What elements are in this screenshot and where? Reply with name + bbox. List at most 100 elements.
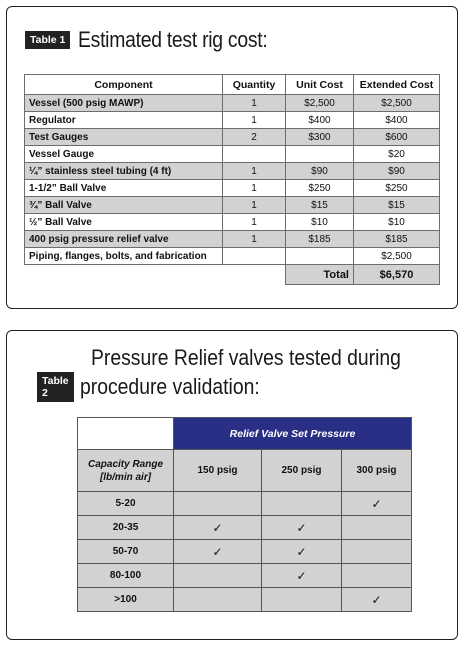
table-row: 400 psig pressure relief valve 1 $185 $1… <box>24 230 440 248</box>
unit-cost-cell: $250 <box>285 179 354 197</box>
pressure-header: 150 psig <box>173 449 262 492</box>
check-icon: ✓ <box>261 563 342 588</box>
unit-cost-cell: $300 <box>285 128 354 146</box>
unit-cost-cell: $2,500 <box>285 94 354 112</box>
quantity-cell: 1 <box>222 196 286 214</box>
quantity-cell: 1 <box>222 213 286 231</box>
component-cell: Vessel (500 psig MAWP) <box>24 94 223 112</box>
total-label: Total <box>285 264 354 285</box>
table1-title: Estimated test rig cost: <box>78 27 268 52</box>
table1-caption: Table 1 Estimated test rig cost: <box>25 27 294 53</box>
component-cell: Test Gauges <box>24 128 223 146</box>
quantity-cell: 1 <box>222 179 286 197</box>
empty-cell <box>261 587 342 612</box>
component-cell: ¾” Ball Valve <box>24 196 223 214</box>
cost-table-header: Component Quantity Unit Cost Extended Co… <box>24 74 440 95</box>
table2-title-line2: procedure validation: <box>79 374 260 399</box>
quantity-cell: 2 <box>222 128 286 146</box>
check-icon: ✓ <box>261 515 342 540</box>
component-cell: ½” Ball Valve <box>24 213 223 231</box>
extended-cost-cell: $250 <box>353 179 440 197</box>
cost-table: Component Quantity Unit Cost Extended Co… <box>24 74 440 285</box>
component-cell: Vessel Gauge <box>24 145 223 163</box>
banner-row: Relief Valve Set Pressure <box>77 417 412 450</box>
capacity-header-line1: Capacity Range <box>87 458 164 470</box>
header-component: Component <box>24 74 223 95</box>
component-cell: ¼” stainless steel tubing (4 ft) <box>24 162 223 180</box>
quantity-cell <box>222 145 286 163</box>
total-value: $6,570 <box>353 264 440 285</box>
header-extended-cost: Extended Cost <box>353 74 440 95</box>
unit-cost-cell: $400 <box>285 111 354 129</box>
unit-cost-cell <box>285 247 354 265</box>
empty-cell <box>341 563 412 588</box>
table-row: ¼” stainless steel tubing (4 ft) 1 $90 $… <box>24 162 440 180</box>
extended-cost-cell: $2,500 <box>353 247 440 265</box>
table2-tag: Table 2 <box>37 372 74 402</box>
blank-cell <box>25 265 223 285</box>
table2-title-line1: Pressure Relief valves tested during <box>91 345 401 370</box>
check-icon: ✓ <box>261 539 342 564</box>
unit-cost-cell: $10 <box>285 213 354 231</box>
quantity-cell: 1 <box>222 111 286 129</box>
table-row: 20-35 ✓ ✓ <box>77 515 412 540</box>
component-cell: Piping, flanges, bolts, and fabrication <box>24 247 223 265</box>
empty-cell <box>173 587 262 612</box>
check-icon: ✓ <box>173 515 262 540</box>
relief-table-body: 5-20 ✓ 20-35 ✓ ✓ 50-70 ✓ ✓ 80-100 ✓ >100 ✓ <box>77 491 412 612</box>
quantity-cell: 1 <box>222 162 286 180</box>
header-quantity: Quantity <box>222 74 286 95</box>
table1-tag: Table 1 <box>25 31 71 49</box>
extended-cost-cell: $20 <box>353 145 440 163</box>
corner-cell <box>77 417 174 450</box>
extended-cost-cell: $400 <box>353 111 440 129</box>
table2-title-row: Table 2 procedure validation: <box>37 372 284 402</box>
table-row: 1-1/2” Ball Valve 1 $250 $250 <box>24 179 440 197</box>
table-row: 80-100 ✓ <box>77 563 412 588</box>
table-row: ½” Ball Valve 1 $10 $10 <box>24 213 440 231</box>
capacity-range-cell: 5-20 <box>77 491 174 516</box>
unit-cost-cell: $15 <box>285 196 354 214</box>
table-row: 5-20 ✓ <box>77 491 412 516</box>
pressure-header: 250 psig <box>261 449 342 492</box>
table-row: Piping, flanges, bolts, and fabrication … <box>24 247 440 265</box>
capacity-range-cell: >100 <box>77 587 174 612</box>
extended-cost-cell: $600 <box>353 128 440 146</box>
quantity-cell: 1 <box>222 94 286 112</box>
blank-cell <box>223 265 286 285</box>
extended-cost-cell: $10 <box>353 213 440 231</box>
empty-cell <box>341 539 412 564</box>
total-row: Total $6,570 <box>25 264 440 285</box>
table-row: ¾” Ball Valve 1 $15 $15 <box>24 196 440 214</box>
extended-cost-cell: $2,500 <box>353 94 440 112</box>
table-row: 50-70 ✓ ✓ <box>77 539 412 564</box>
pressure-header: 300 psig <box>341 449 412 492</box>
capacity-header-line2: [lb/min air] <box>99 471 152 483</box>
check-icon: ✓ <box>341 587 412 612</box>
unit-cost-cell: $90 <box>285 162 354 180</box>
relief-valve-table: Relief Valve Set Pressure Capacity Range… <box>77 417 412 612</box>
extended-cost-cell: $15 <box>353 196 440 214</box>
component-cell: 400 psig pressure relief valve <box>24 230 223 248</box>
component-cell: Regulator <box>24 111 223 129</box>
extended-cost-cell: $90 <box>353 162 440 180</box>
quantity-cell: 1 <box>222 230 286 248</box>
table-row: Regulator 1 $400 $400 <box>24 111 440 129</box>
header-unit-cost: Unit Cost <box>285 74 354 95</box>
empty-cell <box>341 515 412 540</box>
pressure-header-row: Capacity Range [lb/min air] 150 psig 250… <box>77 449 412 492</box>
table-row: >100 ✓ <box>77 587 412 612</box>
table-row: Vessel Gauge $20 <box>24 145 440 163</box>
table2-panel: Pressure Relief valves tested during Tab… <box>6 330 458 640</box>
empty-cell <box>261 491 342 516</box>
capacity-range-cell: 20-35 <box>77 515 174 540</box>
check-icon: ✓ <box>341 491 412 516</box>
table1-panel: Table 1 Estimated test rig cost: Compone… <box>6 6 458 309</box>
empty-cell <box>173 563 262 588</box>
capacity-range-cell: 50-70 <box>77 539 174 564</box>
set-pressure-banner: Relief Valve Set Pressure <box>173 417 412 450</box>
check-icon: ✓ <box>173 539 262 564</box>
table-row: Test Gauges 2 $300 $600 <box>24 128 440 146</box>
capacity-range-cell: 80-100 <box>77 563 174 588</box>
quantity-cell <box>222 247 286 265</box>
